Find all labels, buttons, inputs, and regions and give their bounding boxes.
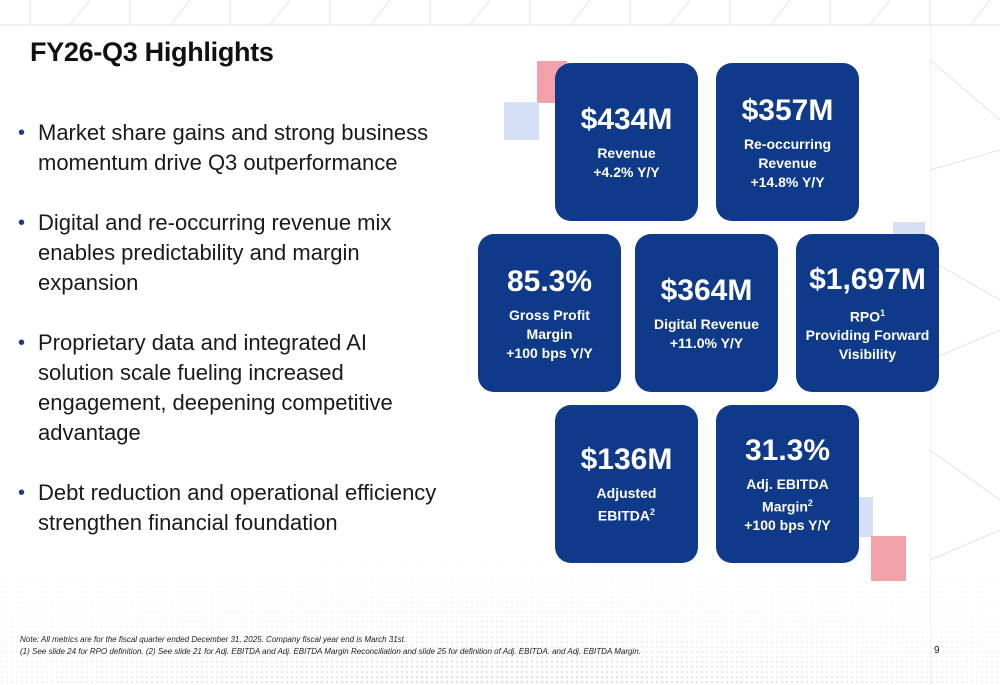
deco-square-pink	[871, 536, 906, 581]
bullet-marker: •	[18, 482, 26, 504]
kpi-tile-adj-ebitda-margin: 31.3% Adj. EBITDA Margin2 +100 bps Y/Y	[716, 405, 859, 563]
kpi-label: Revenue +4.2% Y/Y	[593, 144, 659, 182]
bullet-marker: •	[18, 332, 26, 354]
kpi-label-line: Revenue	[758, 154, 817, 171]
kpi-label-line: Adjusted	[596, 485, 657, 502]
kpi-tile-reoccurring-revenue: $357M Re-occurring Revenue +14.8% Y/Y	[716, 63, 859, 221]
kpi-label: RPO1 Providing Forward Visibility	[806, 304, 930, 365]
kpi-label-text: RPO	[849, 308, 881, 325]
kpi-label-line: Providing Forward	[805, 327, 930, 344]
kpi-label-line: Digital Revenue	[653, 316, 760, 332]
kpi-label: Re-occurring Revenue +14.8% Y/Y	[744, 135, 831, 192]
kpi-tile-adjusted-ebitda: $136M Adjusted EBITDA2	[555, 405, 698, 563]
kpi-label-line: +4.2% Y/Y	[593, 164, 660, 180]
kpi-value: 85.3%	[506, 264, 593, 298]
kpi-label: Gross Profit Margin +100 bps Y/Y	[506, 306, 593, 363]
kpi-tile-gross-profit-margin: 85.3% Gross Profit Margin +100 bps Y/Y	[478, 234, 621, 392]
bullet-item: • Proprietary data and integrated AI sol…	[18, 328, 438, 448]
kpi-label-line: Adj. EBITDA	[746, 475, 829, 492]
kpi-label-line: +100 bps Y/Y	[744, 517, 831, 534]
bullet-item: • Debt reduction and operational efficie…	[18, 478, 438, 538]
kpi-value: $434M	[580, 103, 673, 136]
bullet-marker: •	[18, 212, 26, 234]
top-pattern-band	[0, 0, 1000, 26]
bullet-marker: •	[18, 122, 26, 144]
kpi-tile-rpo: $1,697M RPO1 Providing Forward Visibilit…	[796, 234, 939, 392]
kpi-value: $1,697M	[809, 262, 926, 296]
kpi-label-line: Gross Profit	[509, 306, 590, 323]
page-number: 9	[934, 645, 940, 656]
kpi-label: Adj. EBITDA Margin2 +100 bps Y/Y	[744, 475, 831, 536]
kpi-label-line: Visibility	[838, 346, 897, 363]
kpi-value: $364M	[660, 274, 753, 307]
kpi-label-line: Revenue	[597, 145, 656, 161]
kpi-label-line: +11.0% Y/Y	[669, 335, 744, 351]
right-pattern-lines	[930, 0, 1000, 685]
slide-title: FY26-Q3 Highlights	[30, 37, 274, 67]
dotted-gradient-background	[1, 546, 998, 684]
footnote-marker: 2	[650, 507, 656, 518]
kpi-label-text: Margin	[762, 498, 808, 515]
bullet-text: Debt reduction and operational efficienc…	[38, 480, 437, 535]
bullet-text: Market share gains and strong business m…	[38, 120, 429, 175]
bullet-text: Digital and re-occurring revenue mix ena…	[38, 210, 392, 295]
footnote: Note: All metrics are for the fiscal qua…	[20, 634, 920, 658]
kpi-label-line: +100 bps Y/Y	[506, 344, 593, 361]
bullet-list: • Market share gains and strong business…	[18, 118, 438, 568]
kpi-label-line: Re-occurring	[743, 135, 832, 152]
kpi-tile-digital-revenue: $364M Digital Revenue +11.0% Y/Y	[635, 234, 778, 392]
footnote-line: (1) See slide 24 for RPO definition. (2)…	[20, 647, 641, 656]
kpi-label: Adjusted EBITDA2	[597, 484, 657, 526]
kpi-label-text: EBITDA	[597, 507, 651, 524]
bullet-text: Proprietary data and integrated AI solut…	[38, 330, 393, 445]
deco-square-light-blue	[893, 222, 925, 236]
footnote-marker: 1	[880, 307, 886, 318]
footnote-marker: 2	[807, 497, 813, 508]
kpi-label: Digital Revenue +11.0% Y/Y	[654, 315, 759, 353]
bullet-item: • Market share gains and strong business…	[18, 118, 438, 178]
footnote-line: Note: All metrics are for the fiscal qua…	[20, 635, 407, 644]
kpi-value: 31.3%	[744, 433, 831, 467]
kpi-tile-revenue: $434M Revenue +4.2% Y/Y	[555, 63, 698, 221]
kpi-label-line: Margin2	[744, 494, 831, 517]
bullet-item: • Digital and re-occurring revenue mix e…	[18, 208, 438, 298]
kpi-label-line: EBITDA2	[597, 503, 657, 526]
deco-square-light-blue	[504, 102, 539, 140]
kpi-value: $136M	[580, 443, 673, 477]
kpi-label-line: Margin	[526, 325, 573, 342]
kpi-label-line: +14.8% Y/Y	[750, 173, 825, 190]
kpi-label-line: RPO1	[806, 304, 930, 327]
kpi-value: $357M	[741, 93, 834, 127]
